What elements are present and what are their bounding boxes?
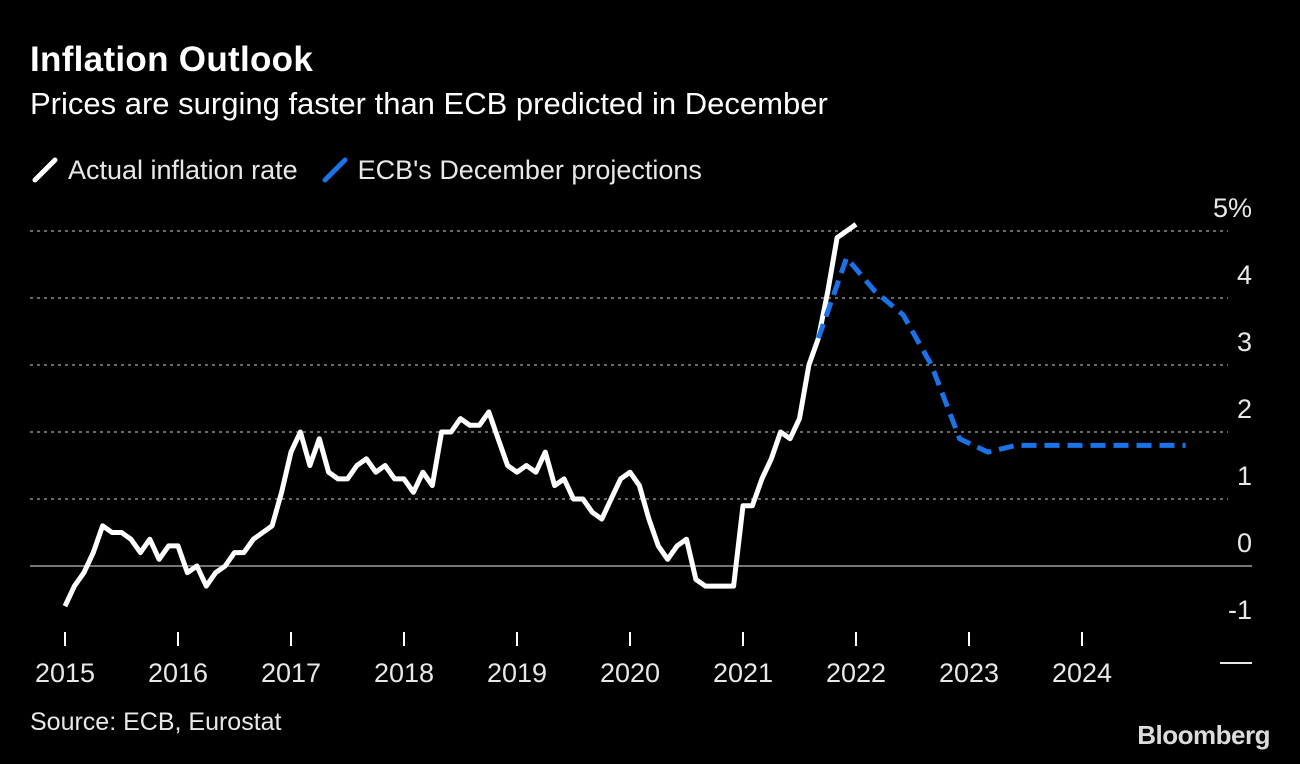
x-tick-label: 2023 [939, 658, 999, 688]
legend-label-actual: Actual inflation rate [68, 154, 298, 185]
x-tick-label: 2020 [600, 658, 660, 688]
source-note: Source: ECB, Eurostat [30, 708, 282, 736]
y-axis: -1 0 1 2 3 4 5% [1213, 193, 1252, 664]
x-tick-label: 2018 [374, 658, 434, 688]
legend-swatch-dashed-icon [322, 157, 348, 183]
legend-swatch-solid-icon [32, 157, 58, 183]
series-line-projection [816, 255, 1186, 455]
y-tick-label: 2 [1237, 394, 1252, 424]
y-tick-label: 0 [1237, 528, 1252, 558]
x-tick-label: 2024 [1052, 658, 1112, 688]
legend-item-projection: ECB's December projections [320, 155, 702, 186]
x-tick-label: 2017 [261, 658, 321, 688]
y-tick-label: 5% [1213, 193, 1252, 223]
y-tick-label: -1 [1228, 595, 1252, 625]
x-tick-label: 2016 [148, 658, 208, 688]
x-tick-label: 2015 [35, 658, 95, 688]
y-tick-label: 1 [1237, 461, 1252, 491]
grid-layer [30, 230, 1252, 567]
x-tick-label: 2021 [713, 658, 773, 688]
legend-item-actual: Actual inflation rate [30, 155, 298, 186]
series-layer [62, 222, 1186, 608]
chart-title: Inflation Outlook [30, 40, 314, 79]
x-tick-label: 2019 [487, 658, 547, 688]
legend-label-projection: ECB's December projections [357, 154, 702, 185]
y-tick-label: 4 [1237, 260, 1252, 290]
bloomberg-logo: Bloomberg [1137, 720, 1270, 750]
y-tick-label: 3 [1237, 327, 1252, 357]
legend: Actual inflation rate ECB's December pro… [30, 150, 724, 190]
x-axis: 2015 2016 2017 2018 2019 2020 2021 2022 2023 2024 [35, 632, 1112, 688]
chart-subtitle: Prices are surging faster than ECB predi… [30, 86, 828, 121]
series-line-actual [62, 222, 858, 608]
x-tick-label: 2022 [826, 658, 886, 688]
